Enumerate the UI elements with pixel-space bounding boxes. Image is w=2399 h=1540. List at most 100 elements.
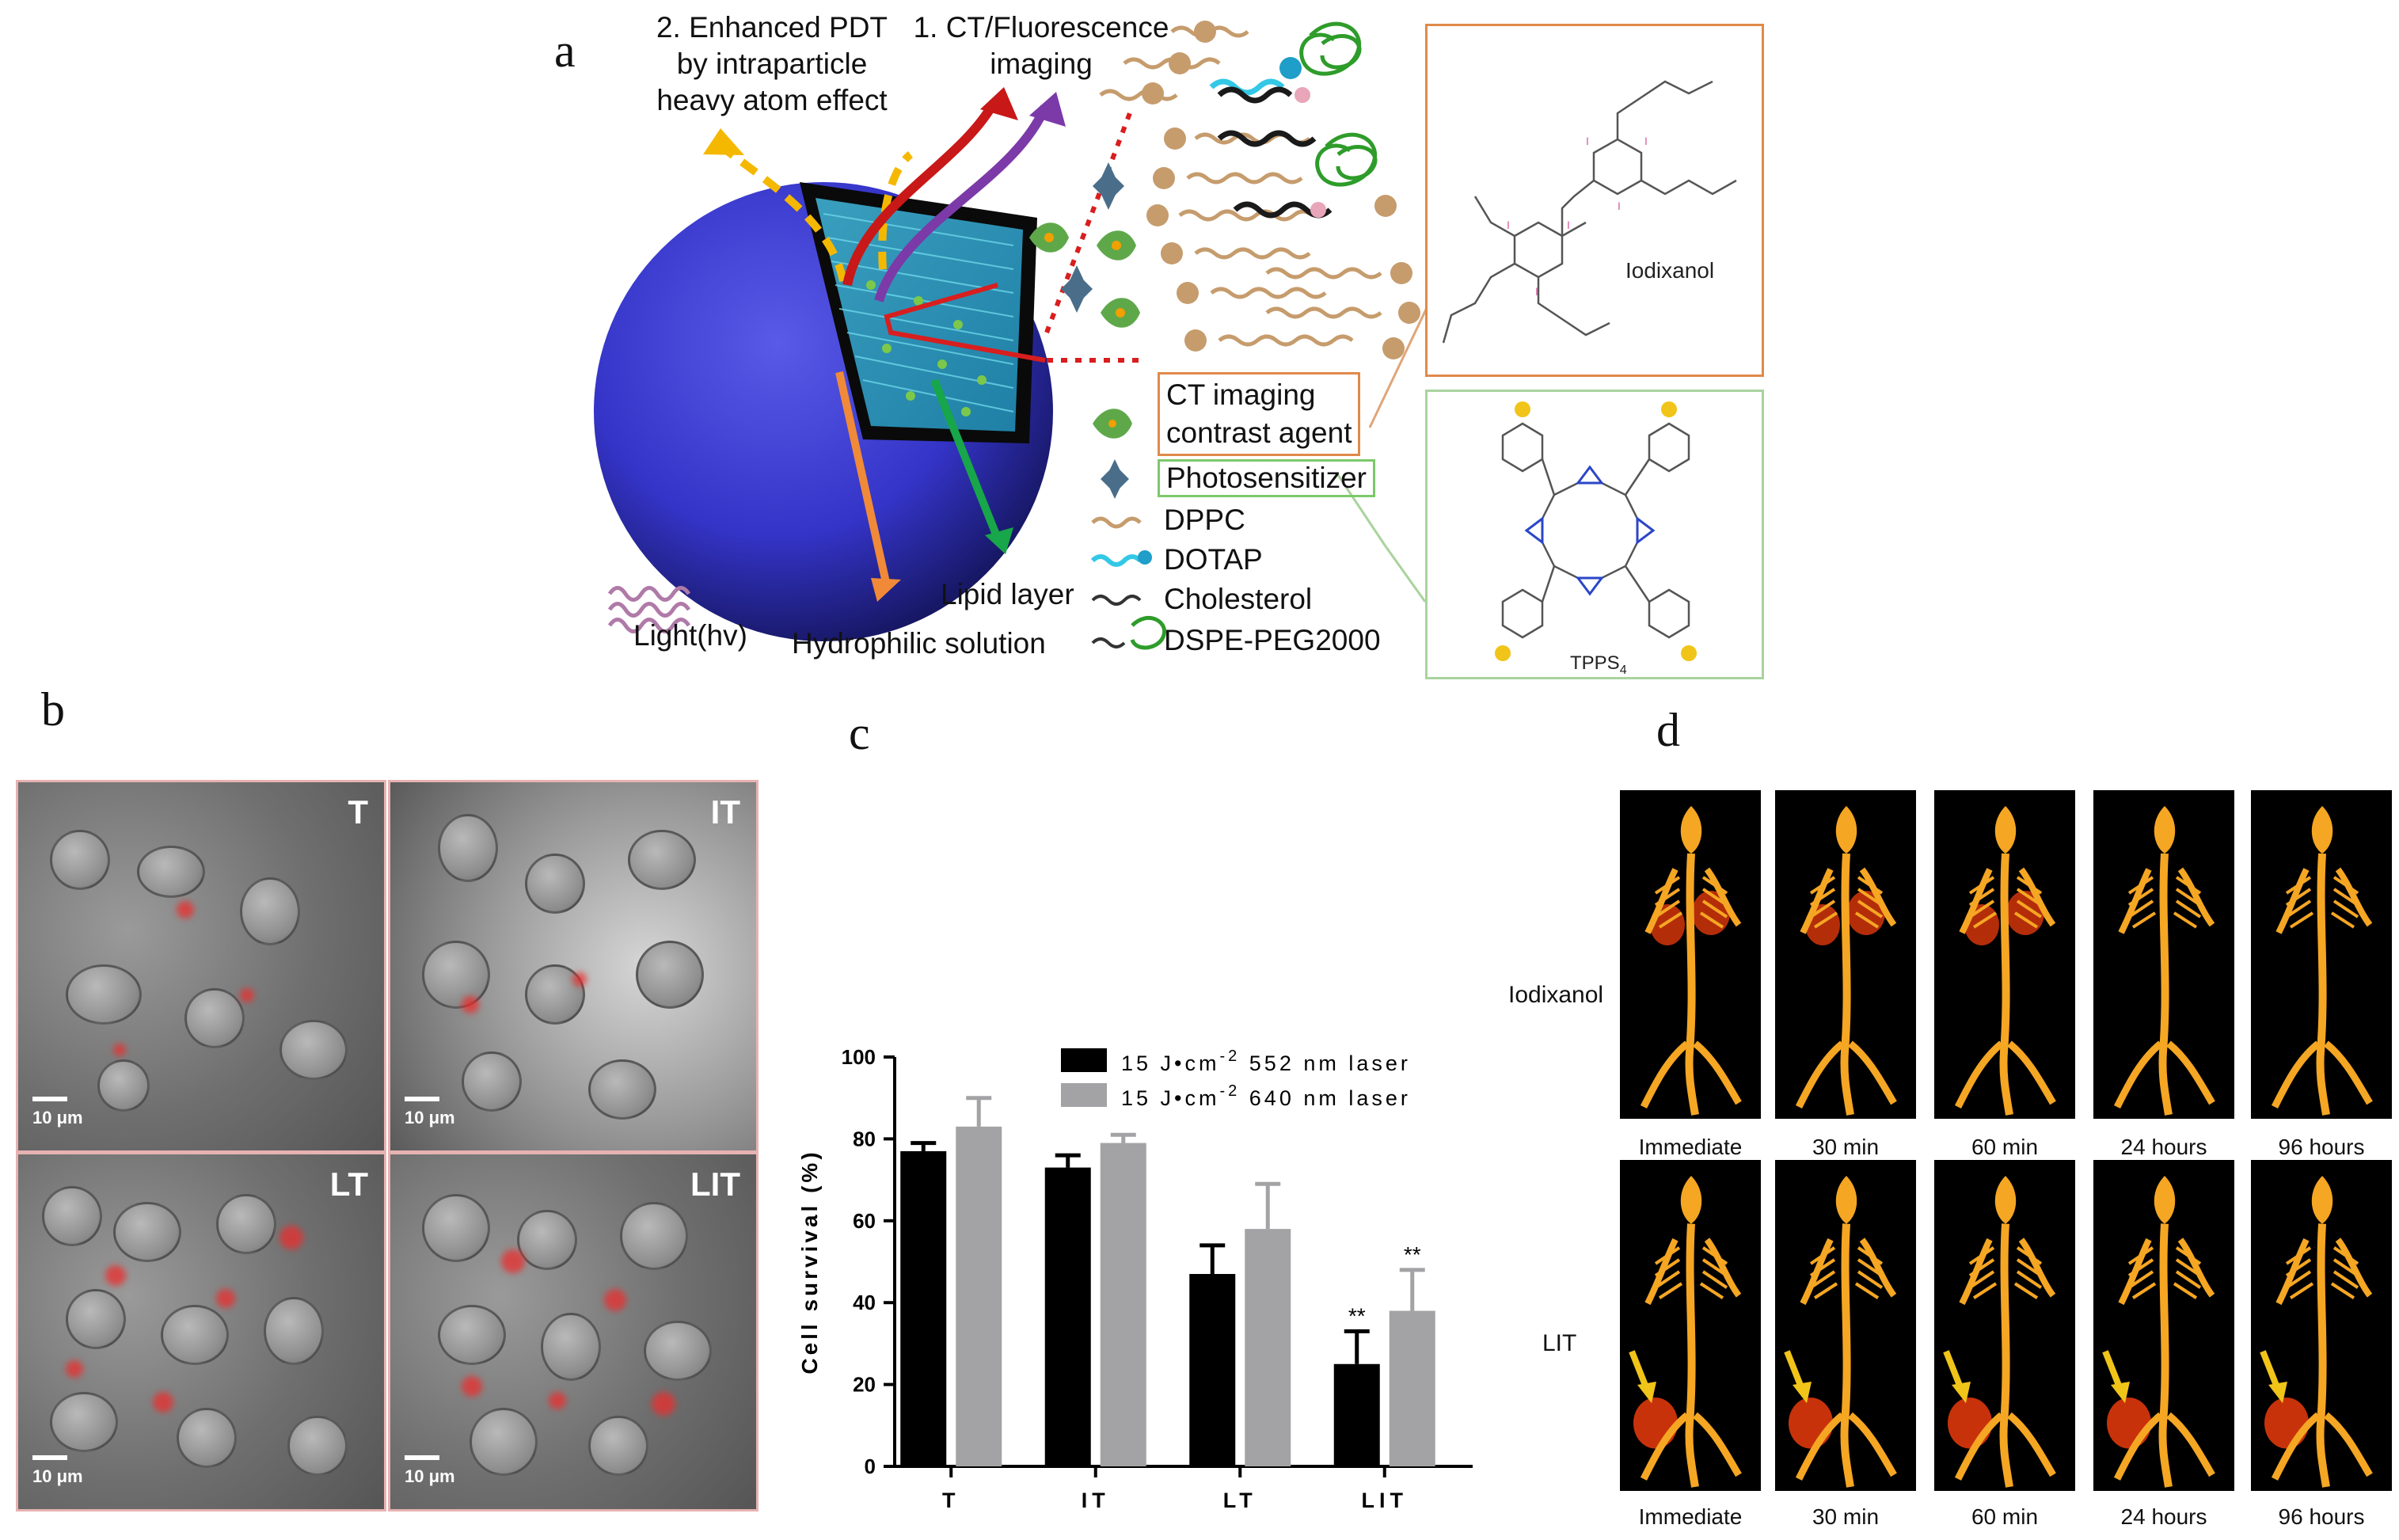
y-tick-label: 100 xyxy=(842,1045,876,1069)
svg-text:I: I xyxy=(1618,200,1621,212)
micrograph-label: LIT xyxy=(690,1165,740,1203)
iodixanol-name: Iodixanol xyxy=(1625,258,1714,283)
ct-scan-image xyxy=(1620,790,1761,1119)
scale-bar-label: 10 μm xyxy=(405,1108,455,1127)
bar-IT-series-1 xyxy=(1100,1143,1146,1466)
scale-bar xyxy=(32,1097,67,1101)
svg-text:I: I xyxy=(1535,285,1538,298)
ct-time-label: 24 hours xyxy=(2120,1135,2207,1159)
bar-T-series-1 xyxy=(956,1126,1002,1466)
ct-scan-image xyxy=(2093,790,2234,1119)
y-tick-label: 80 xyxy=(853,1127,876,1150)
bar-IT-series-0 xyxy=(1044,1167,1091,1466)
pdt-label: 2. Enhanced PDT by intraparticle heavy a… xyxy=(633,10,911,119)
scale-bar-label: 10 μm xyxy=(405,1466,455,1486)
tpps-structure: TPPS4 xyxy=(1495,401,1697,677)
ct-scan-image xyxy=(1934,790,2075,1119)
ct-time-label: Immediate xyxy=(1638,1504,1743,1529)
light-label: Light(hv) xyxy=(633,619,747,652)
chart-svg: 0 20 40 60 80 100 Cell survival (%) T IT LT LIT ** *… xyxy=(797,1045,1473,1512)
legend-swatch xyxy=(1061,1048,1107,1072)
svg-text:I: I xyxy=(1586,135,1589,147)
legend-dotap: DOTAP xyxy=(1164,543,1263,576)
y-tick-label: 0 xyxy=(865,1454,876,1478)
ct-time-label: Immediate xyxy=(1638,1135,1743,1159)
legend-cholesterol: Cholesterol xyxy=(1164,583,1313,615)
ct-time-label: 30 min xyxy=(1812,1504,1880,1529)
scale-bar-label: 10 μm xyxy=(32,1108,83,1127)
bar-LT-series-1 xyxy=(1245,1229,1291,1466)
legend-entry: 15 J•cm-2 552 nm laser xyxy=(1121,1048,1411,1075)
panel-label-d: d xyxy=(1656,704,1680,756)
ct-time-label: 96 hours xyxy=(2278,1135,2365,1159)
bar-LIT-series-0 xyxy=(1333,1363,1380,1466)
ct-time-label: 30 min xyxy=(1812,1135,1880,1159)
pdt-label-line-3: heavy atom effect xyxy=(656,84,888,116)
panel-label-a: a xyxy=(554,25,576,77)
lipid-layer-label: Lipid layer xyxy=(941,578,1074,610)
micrograph-label: IT xyxy=(710,793,740,831)
ct-time-label: 60 min xyxy=(1971,1504,2039,1529)
legend-dspe-peg: DSPE-PEG2000 xyxy=(1164,624,1381,656)
hydrophilic-label: Hydrophilic solution xyxy=(792,627,1046,660)
micrograph-label: LT xyxy=(329,1165,368,1203)
ct-scan-image xyxy=(1620,1160,1761,1491)
ct-row-label-lit: LIT xyxy=(1542,1330,1577,1356)
iodixanol-structure: I I I I I I Iodixanol xyxy=(1442,80,1737,344)
legend-photosensitizer: Photosensitizer xyxy=(1158,459,1375,497)
pdt-label-line-2: by intraparticle xyxy=(676,48,868,80)
svg-text:I: I xyxy=(1567,219,1570,231)
imaging-label-line-1: 1. CT/Fluorescence xyxy=(913,11,1169,44)
scale-bar xyxy=(405,1097,439,1101)
legend-swatch xyxy=(1061,1083,1107,1107)
ct-scan-image xyxy=(2251,790,2392,1119)
ct-time-label: 96 hours xyxy=(2278,1504,2365,1529)
svg-text:I: I xyxy=(1507,219,1510,231)
micrograph-IT: IT 10 μm xyxy=(388,780,758,1153)
x-tick-label: T xyxy=(942,1489,960,1512)
iodixanol-structure-box: I I I I I I Iodixanol xyxy=(1425,24,1764,377)
tpps-structure-box: TPPS4 xyxy=(1425,390,1764,679)
x-tick-label: LIT xyxy=(1362,1489,1409,1512)
legend-ct-agent: CT imaging contrast agent xyxy=(1158,372,1361,456)
imaging-label-line-2: imaging xyxy=(990,48,1093,80)
y-tick-label: 40 xyxy=(853,1291,876,1314)
legend-ct-agent-line-2: contrast agent xyxy=(1166,416,1352,449)
significance-marker: ** xyxy=(1404,1242,1421,1267)
x-tick-label: LT xyxy=(1223,1489,1257,1512)
micrograph-label: T xyxy=(348,793,368,831)
scale-bar xyxy=(32,1455,67,1460)
significance-marker: ** xyxy=(1348,1303,1366,1328)
tpps-name: TPPS4 xyxy=(1570,652,1627,677)
ct-scan-image xyxy=(1775,790,1916,1119)
panel-label-c: c xyxy=(849,707,870,759)
x-tick-label: IT xyxy=(1082,1489,1110,1512)
micrograph-LIT: LIT 10 μm xyxy=(388,1152,758,1511)
cell-survival-chart: 0 20 40 60 80 100 Cell survival (%) T IT LT LIT ** *… xyxy=(760,1029,1512,1536)
scale-bar xyxy=(405,1455,439,1460)
ct-row-label-iodixanol: Iodixanol xyxy=(1508,982,1604,1008)
svg-text:I: I xyxy=(1644,135,1648,147)
nanoparticle-illustration xyxy=(594,21,1450,650)
ct-scan-image xyxy=(2251,1160,2392,1491)
imaging-label: 1. CT/Fluorescence imaging xyxy=(911,10,1172,82)
y-tick-label: 60 xyxy=(853,1209,876,1233)
panel-label-b: b xyxy=(41,683,65,736)
bar-LT-series-0 xyxy=(1189,1274,1236,1466)
ct-time-label: 24 hours xyxy=(2120,1504,2207,1529)
pdt-label-line-1: 2. Enhanced PDT xyxy=(656,11,888,44)
nanoparticle-schematic: 2. Enhanced PDT by intraparticle heavy a… xyxy=(586,0,1742,681)
bar-T-series-0 xyxy=(900,1150,947,1466)
micrograph-LT: LT 10 μm xyxy=(16,1152,386,1511)
ct-scan-image xyxy=(1775,1160,1916,1491)
legend-ct-agent-line-1: CT imaging xyxy=(1166,378,1316,411)
legend-entry: 15 J•cm-2 640 nm laser xyxy=(1121,1082,1411,1110)
y-axis-title: Cell survival (%) xyxy=(797,1149,822,1374)
ct-time-label: 60 min xyxy=(1971,1135,2039,1159)
ct-scan-image xyxy=(2093,1160,2234,1491)
micrograph-T: T 10 μm xyxy=(16,780,386,1153)
legend-dppc: DPPC xyxy=(1164,504,1245,536)
ct-scan-image xyxy=(1934,1160,2075,1491)
y-tick-label: 20 xyxy=(853,1373,876,1397)
bar-LIT-series-1 xyxy=(1389,1310,1435,1466)
